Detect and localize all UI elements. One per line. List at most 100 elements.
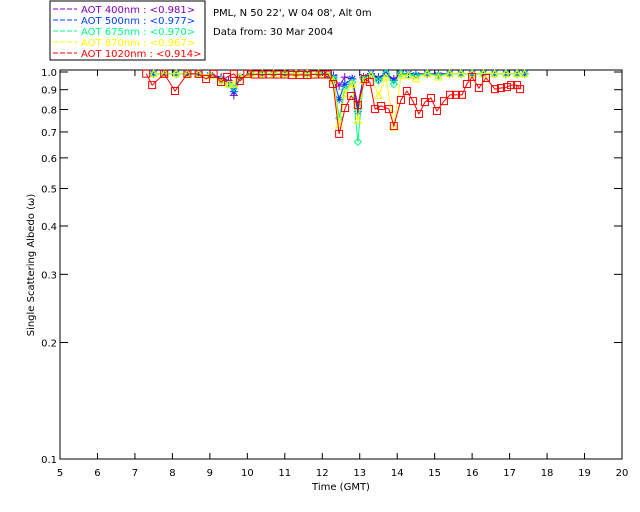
data-point bbox=[384, 105, 393, 114]
data-point bbox=[490, 69, 499, 78]
data-point bbox=[411, 74, 421, 83]
data-point bbox=[353, 115, 363, 124]
data-point bbox=[381, 72, 391, 81]
x-tick-label: 15 bbox=[428, 468, 441, 479]
data-point bbox=[347, 79, 357, 88]
data-point bbox=[353, 137, 363, 147]
data-point bbox=[353, 107, 362, 116]
data-point bbox=[446, 90, 455, 99]
data-point bbox=[502, 83, 511, 92]
data-point bbox=[224, 78, 233, 87]
x-tick-label: 6 bbox=[94, 468, 100, 479]
data-point bbox=[468, 72, 477, 81]
x-tick-label: 13 bbox=[353, 468, 366, 479]
data-point bbox=[377, 101, 386, 110]
data-point bbox=[426, 93, 435, 102]
y-tick-label: 0.9 bbox=[41, 86, 57, 97]
x-tick-label: 16 bbox=[466, 468, 479, 479]
x-tick-label: 17 bbox=[503, 468, 516, 479]
data-point bbox=[183, 69, 192, 78]
legend-entry: AOT 1020nm : <0.914> bbox=[81, 49, 201, 60]
data-point bbox=[507, 81, 516, 90]
data-point bbox=[445, 69, 454, 78]
data-point bbox=[462, 80, 471, 89]
data-point bbox=[340, 73, 349, 82]
data-point bbox=[501, 69, 511, 78]
y-tick-label: 0.8 bbox=[41, 106, 57, 117]
data-point bbox=[490, 85, 499, 94]
data-point bbox=[160, 69, 169, 78]
x-axis-label: Time (GMT) bbox=[311, 482, 370, 493]
series-line bbox=[153, 73, 525, 128]
y-tick-label: 0.7 bbox=[41, 128, 57, 139]
y-tick-label: 0.1 bbox=[41, 455, 57, 466]
data-point bbox=[389, 79, 399, 89]
data-point bbox=[374, 76, 383, 85]
x-tick-label: 12 bbox=[316, 468, 329, 479]
data-point bbox=[353, 100, 362, 109]
data-point bbox=[347, 91, 356, 100]
data-series bbox=[142, 69, 529, 147]
data-point bbox=[496, 84, 505, 93]
data-point bbox=[520, 69, 529, 78]
data-point bbox=[149, 69, 159, 78]
data-point bbox=[329, 80, 338, 89]
x-tick-label: 5 bbox=[57, 468, 63, 479]
plot-frame bbox=[59, 69, 623, 460]
data-point bbox=[414, 109, 423, 118]
data-point bbox=[420, 98, 429, 107]
data-point bbox=[452, 90, 461, 99]
data-point bbox=[458, 90, 467, 99]
data-point bbox=[408, 97, 417, 106]
data-point bbox=[404, 70, 413, 79]
data-point bbox=[365, 78, 374, 87]
x-tick-label: 7 bbox=[132, 468, 138, 479]
data-point bbox=[396, 70, 406, 79]
legend-entry: AOT 870nm : <0.967> bbox=[81, 38, 195, 49]
x-tick-label: 18 bbox=[541, 468, 554, 479]
data-point bbox=[224, 79, 233, 88]
data-point bbox=[318, 70, 327, 79]
data-point bbox=[302, 69, 312, 78]
data-point bbox=[481, 73, 490, 82]
y-tick-label: 0.3 bbox=[41, 270, 57, 281]
data-point bbox=[513, 81, 522, 90]
data-point bbox=[374, 74, 383, 83]
data-point bbox=[434, 71, 443, 80]
data-point bbox=[402, 87, 411, 96]
data-point bbox=[516, 85, 525, 94]
x-tick-label: 8 bbox=[169, 468, 175, 479]
y-axis-label: Single Scattering Albedo (ω) bbox=[26, 194, 37, 337]
series-line bbox=[145, 73, 521, 134]
x-tick-label: 9 bbox=[207, 468, 213, 479]
x-tick-label: 11 bbox=[278, 468, 291, 479]
data-point bbox=[171, 87, 180, 96]
data-point bbox=[202, 75, 211, 84]
data-point bbox=[456, 69, 466, 78]
data-point bbox=[389, 122, 399, 131]
y-tick-label: 0.6 bbox=[41, 154, 57, 165]
data-point bbox=[440, 97, 449, 106]
legend: AOT 400nm : <0.981>AOT 500nm : <0.977>AO… bbox=[49, 0, 206, 61]
data-point bbox=[340, 88, 350, 97]
legend-entry: AOT 500nm : <0.977> bbox=[81, 16, 195, 27]
data-point bbox=[235, 72, 245, 81]
data-point bbox=[366, 69, 375, 78]
data-point bbox=[148, 81, 157, 90]
data-point bbox=[474, 84, 483, 93]
data-point bbox=[512, 69, 522, 78]
y-tick-label: 0.4 bbox=[41, 222, 57, 233]
data-point bbox=[335, 129, 344, 138]
data-point bbox=[520, 69, 529, 78]
data-point bbox=[479, 69, 488, 78]
data-point bbox=[280, 69, 290, 78]
data-point bbox=[194, 69, 203, 78]
data-point bbox=[432, 106, 441, 115]
chart-title-line-2: Data from: 30 Mar 2004 bbox=[213, 27, 333, 38]
y-tick-label: 0.5 bbox=[41, 184, 57, 195]
data-point bbox=[229, 79, 239, 88]
data-point bbox=[422, 69, 432, 78]
data-point bbox=[235, 76, 244, 85]
data-point bbox=[160, 69, 170, 78]
x-tick-label: 14 bbox=[391, 468, 404, 479]
